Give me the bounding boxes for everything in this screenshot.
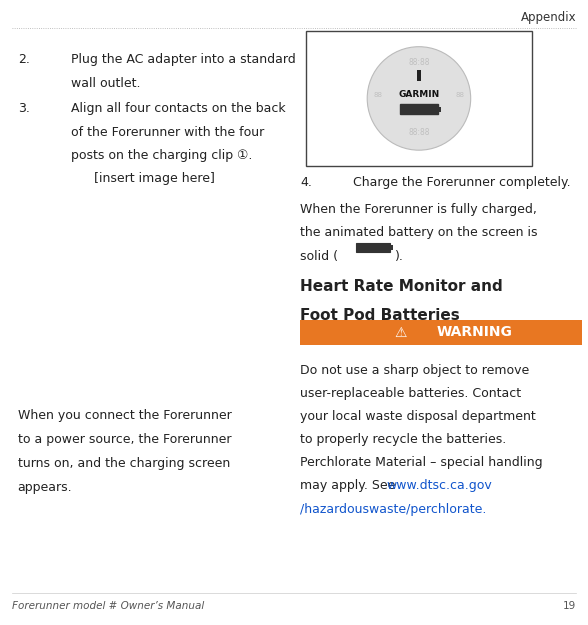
FancyBboxPatch shape [400,104,439,114]
Text: may apply. See: may apply. See [300,479,399,492]
Text: Align all four contacts on the back: Align all four contacts on the back [71,102,285,115]
Text: 88:88: 88:88 [408,58,430,67]
Text: 3.: 3. [18,102,29,115]
FancyBboxPatch shape [300,320,582,345]
FancyBboxPatch shape [416,69,421,81]
Text: appears.: appears. [18,481,72,494]
Text: When you connect the Forerunner: When you connect the Forerunner [18,409,232,422]
Text: Do not use a sharp object to remove: Do not use a sharp object to remove [300,364,529,377]
Text: Heart Rate Monitor and: Heart Rate Monitor and [300,279,503,294]
Text: turns on, and the charging screen: turns on, and the charging screen [18,457,230,470]
Text: to properly recycle the batteries.: to properly recycle the batteries. [300,433,506,446]
Text: user-replaceable batteries. Contact: user-replaceable batteries. Contact [300,387,521,400]
Text: 88:88: 88:88 [408,128,430,138]
Text: 4.: 4. [300,176,312,189]
FancyBboxPatch shape [306,31,532,166]
Text: Plug the AC adapter into a standard: Plug the AC adapter into a standard [71,53,295,66]
Text: 88: 88 [456,92,465,98]
Text: When the Forerunner is fully charged,: When the Forerunner is fully charged, [300,202,537,216]
FancyBboxPatch shape [390,246,393,250]
Text: to a power source, the Forerunner: to a power source, the Forerunner [18,433,231,446]
FancyBboxPatch shape [356,243,390,252]
Text: /hazardouswaste/perchlorate.: /hazardouswaste/perchlorate. [300,503,486,516]
Text: ).: ). [395,250,404,263]
Text: Appendix: Appendix [520,11,576,24]
Text: 19: 19 [563,601,576,611]
FancyBboxPatch shape [439,106,441,111]
Text: solid (: solid ( [300,250,338,263]
Ellipse shape [367,47,470,150]
Text: 2.: 2. [18,53,29,66]
Text: ⚠: ⚠ [395,326,407,339]
Text: wall outlet.: wall outlet. [71,77,140,90]
Text: Perchlorate Material – special handling: Perchlorate Material – special handling [300,456,543,469]
Text: of the Forerunner with the four: of the Forerunner with the four [71,126,264,139]
Text: Charge the Forerunner completely.: Charge the Forerunner completely. [353,176,570,189]
Text: GARMIN: GARMIN [398,89,440,99]
Text: posts on the charging clip ①.: posts on the charging clip ①. [71,149,252,162]
Text: WARNING: WARNING [437,326,513,339]
Text: [insert image here]: [insert image here] [94,172,215,185]
Text: 88: 88 [373,92,382,98]
Text: Forerunner model # Owner’s Manual: Forerunner model # Owner’s Manual [12,601,204,611]
Text: your local waste disposal department: your local waste disposal department [300,410,536,423]
Text: www.dtsc.ca.gov: www.dtsc.ca.gov [387,479,493,492]
Text: the animated battery on the screen is: the animated battery on the screen is [300,226,537,239]
Text: Foot Pod Batteries: Foot Pod Batteries [300,308,460,323]
